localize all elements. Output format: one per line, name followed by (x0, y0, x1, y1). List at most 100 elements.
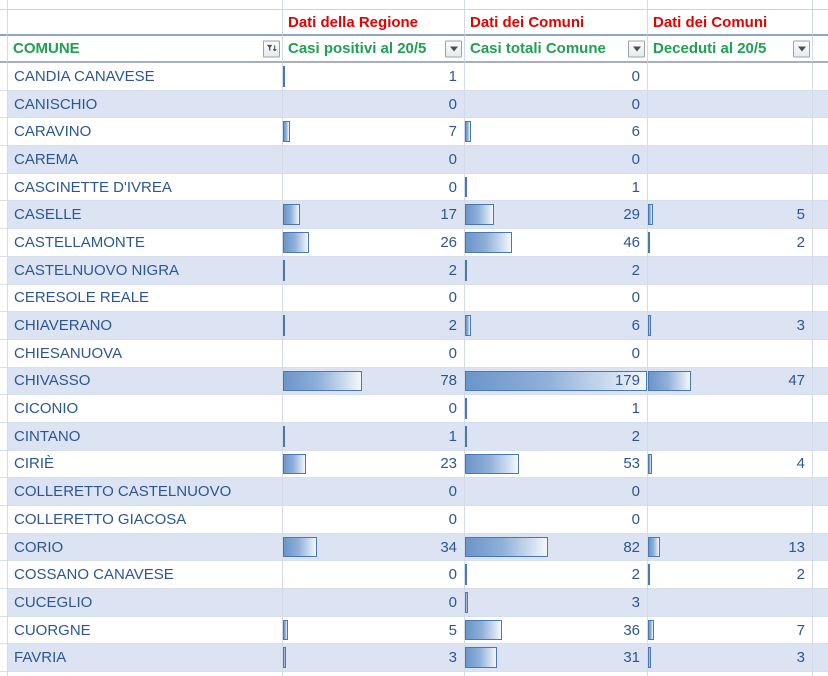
totali-cell[interactable]: 46 (465, 229, 648, 257)
comune-cell[interactable]: CASTELLAMONTE (8, 229, 283, 257)
comune-cell[interactable]: CINTANO (8, 422, 283, 451)
deceduti-cell[interactable] (648, 478, 813, 506)
comune-cell[interactable]: COSSANO CANAVESE (8, 561, 283, 590)
sort-filter-button-comune[interactable] (263, 40, 280, 57)
group-header-positivi-cell[interactable]: Dati della Regione (283, 10, 465, 36)
positivi-cell[interactable]: 0 (283, 90, 465, 119)
comune-cell[interactable]: CUCEGLIO (8, 589, 283, 617)
column-header-comune[interactable]: COMUNE (8, 36, 283, 63)
positivi-cell[interactable]: 0 (283, 561, 465, 590)
grid-cell[interactable] (465, 672, 648, 676)
deceduti-cell[interactable] (648, 90, 813, 119)
filter-button-positivi[interactable] (445, 40, 462, 57)
deceduti-cell[interactable] (648, 256, 813, 285)
deceduti-cell[interactable] (648, 63, 813, 91)
positivi-cell[interactable]: 0 (283, 506, 465, 534)
deceduti-cell[interactable]: 47 (648, 367, 813, 396)
totali-cell[interactable]: 0 (465, 478, 648, 506)
comune-cell[interactable]: CUORGNE (8, 616, 283, 645)
deceduti-cell[interactable] (648, 118, 813, 147)
column-header-deceduti[interactable]: Deceduti al 20/5 (648, 36, 813, 63)
comune-cell[interactable]: CERESOLE REALE (8, 284, 283, 313)
totali-cell[interactable]: 0 (465, 63, 648, 91)
column-header-positivi[interactable]: Casi positivi al 20/5 (283, 36, 465, 63)
totali-cell[interactable]: 179 (465, 367, 648, 396)
positivi-cell[interactable]: 7 (283, 118, 465, 147)
positivi-cell[interactable]: 0 (283, 173, 465, 202)
totali-cell[interactable]: 3 (465, 589, 648, 617)
positivi-cell[interactable]: 0 (283, 146, 465, 174)
positivi-cell[interactable]: 0 (283, 339, 465, 368)
deceduti-cell[interactable] (648, 422, 813, 451)
deceduti-cell[interactable] (648, 506, 813, 534)
positivi-cell[interactable]: 23 (283, 450, 465, 479)
deceduti-cell[interactable]: 3 (648, 644, 813, 673)
comune-cell[interactable]: CICONIO (8, 395, 283, 423)
comune-cell[interactable]: COLLERETTO GIACOSA (8, 506, 283, 534)
positivi-cell[interactable]: 5 (283, 616, 465, 645)
comune-cell[interactable]: CHIAVERANO (8, 312, 283, 340)
group-header-deceduti-cell[interactable]: Dati dei Comuni (648, 10, 813, 36)
positivi-cell[interactable]: 0 (283, 284, 465, 313)
deceduti-cell[interactable] (648, 395, 813, 423)
deceduti-cell[interactable]: 13 (648, 533, 813, 562)
comune-cell[interactable]: CAREMA (8, 146, 283, 174)
grid-cell[interactable] (648, 0, 813, 10)
group-header-totali-cell[interactable]: Dati dei Comuni (465, 10, 648, 36)
comune-cell[interactable]: CASELLE (8, 201, 283, 230)
comune-cell[interactable]: CASTELNUOVO NIGRA (8, 256, 283, 285)
totali-cell[interactable]: 2 (465, 561, 648, 590)
positivi-cell[interactable]: 0 (283, 395, 465, 423)
deceduti-cell[interactable] (648, 146, 813, 174)
deceduti-cell[interactable]: 4 (648, 450, 813, 479)
totali-cell[interactable]: 0 (465, 284, 648, 313)
comune-cell[interactable]: FAVRIA (8, 644, 283, 673)
positivi-cell[interactable]: 0 (283, 478, 465, 506)
positivi-cell[interactable]: 3 (283, 644, 465, 673)
comune-cell[interactable]: CHIVASSO (8, 367, 283, 396)
totali-cell[interactable]: 0 (465, 90, 648, 119)
comune-cell[interactable]: COLLERETTO CASTELNUOVO (8, 478, 283, 506)
column-header-totali[interactable]: Casi totali Comune (465, 36, 648, 63)
grid-cell[interactable] (8, 0, 283, 10)
comune-cell[interactable]: CASCINETTE D'IVREA (8, 173, 283, 202)
grid-cell[interactable] (8, 672, 283, 676)
filter-button-deceduti[interactable] (793, 40, 810, 57)
deceduti-cell[interactable]: 2 (648, 561, 813, 590)
totali-cell[interactable]: 1 (465, 395, 648, 423)
positivi-cell[interactable]: 26 (283, 229, 465, 257)
deceduti-cell[interactable] (648, 339, 813, 368)
totali-cell[interactable]: 36 (465, 616, 648, 645)
positivi-cell[interactable]: 1 (283, 422, 465, 451)
totali-cell[interactable]: 6 (465, 118, 648, 147)
positivi-cell[interactable]: 0 (283, 589, 465, 617)
deceduti-cell[interactable]: 3 (648, 312, 813, 340)
positivi-cell[interactable]: 2 (283, 312, 465, 340)
comune-cell[interactable]: CHIESANUOVA (8, 339, 283, 368)
totali-cell[interactable]: 31 (465, 644, 648, 673)
deceduti-cell[interactable]: 2 (648, 229, 813, 257)
comune-cell[interactable]: CANDIA CANAVESE (8, 63, 283, 91)
grid-cell[interactable] (283, 0, 465, 10)
totali-cell[interactable]: 0 (465, 146, 648, 174)
totali-cell[interactable]: 53 (465, 450, 648, 479)
comune-cell[interactable]: CIRIÈ (8, 450, 283, 479)
deceduti-cell[interactable]: 7 (648, 616, 813, 645)
group-header-empty-cell[interactable] (8, 10, 283, 36)
totali-cell[interactable]: 6 (465, 312, 648, 340)
positivi-cell[interactable]: 17 (283, 201, 465, 230)
totali-cell[interactable]: 0 (465, 506, 648, 534)
totali-cell[interactable]: 2 (465, 256, 648, 285)
positivi-cell[interactable]: 2 (283, 256, 465, 285)
deceduti-cell[interactable] (648, 589, 813, 617)
totali-cell[interactable]: 1 (465, 173, 648, 202)
grid-cell[interactable] (648, 672, 813, 676)
positivi-cell[interactable]: 1 (283, 63, 465, 91)
deceduti-cell[interactable] (648, 284, 813, 313)
comune-cell[interactable]: CORIO (8, 533, 283, 562)
totali-cell[interactable]: 0 (465, 339, 648, 368)
totali-cell[interactable]: 29 (465, 201, 648, 230)
filter-button-totali[interactable] (628, 40, 645, 57)
totali-cell[interactable]: 82 (465, 533, 648, 562)
deceduti-cell[interactable]: 5 (648, 201, 813, 230)
